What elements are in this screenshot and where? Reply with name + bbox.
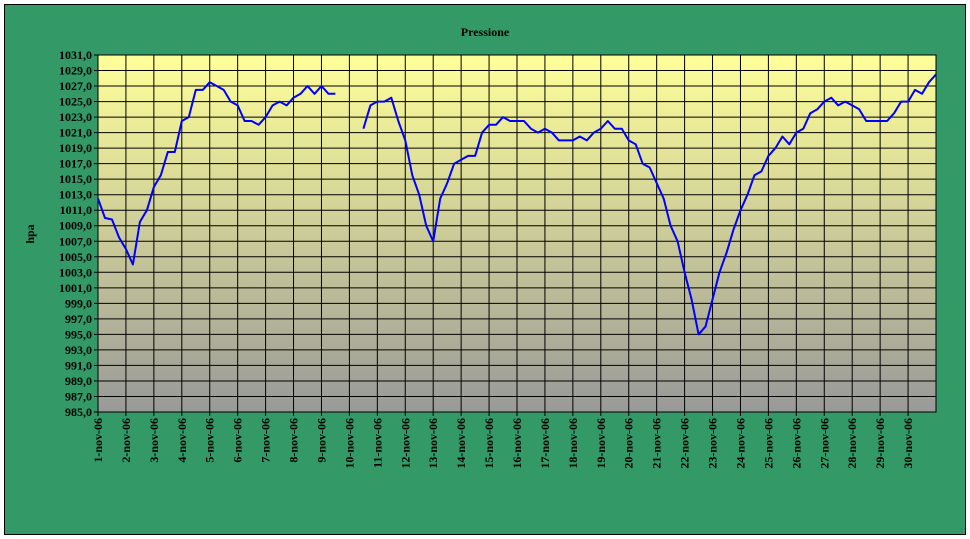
y-tick-label: 1021,0	[59, 126, 92, 140]
x-tick-label: 18-nov-06	[566, 418, 580, 469]
x-tick-label: 20-nov-06	[622, 418, 636, 469]
x-tick-label: 25-nov-06	[761, 418, 775, 469]
x-tick-label: 13-nov-06	[426, 418, 440, 469]
x-tick-label: 26-nov-06	[789, 418, 803, 469]
x-tick-label: 24-nov-06	[733, 418, 747, 469]
y-tick-label: 987,0	[65, 389, 92, 403]
x-tick-label: 16-nov-06	[510, 418, 524, 469]
y-tick-label: 989,0	[65, 374, 92, 388]
x-tick-label: 17-nov-06	[538, 418, 552, 469]
x-tick-label: 12-nov-06	[398, 418, 412, 469]
x-tick-label: 29-nov-06	[873, 418, 887, 469]
x-tick-label: 11-nov-06	[370, 418, 384, 468]
x-tick-label: 14-nov-06	[454, 418, 468, 469]
y-tick-label: 1023,0	[59, 110, 92, 124]
x-tick-label: 9-nov-06	[314, 418, 328, 463]
y-tick-label: 1001,0	[59, 281, 92, 295]
x-tick-label: 30-nov-06	[901, 418, 915, 469]
y-tick-label: 997,0	[65, 312, 92, 326]
y-tick-label: 1031,0	[59, 48, 92, 62]
x-tick-label: 6-nov-06	[231, 418, 245, 463]
chart-title: Pressione	[461, 25, 510, 39]
y-axis-label: hpa	[23, 224, 37, 243]
x-tick-label: 15-nov-06	[482, 418, 496, 469]
data-line	[97, 73, 937, 336]
y-tick-label: 1025,0	[59, 95, 92, 109]
x-tick-label: 4-nov-06	[175, 418, 189, 463]
y-tick-label: 999,0	[65, 296, 92, 310]
y-tick-label: 1003,0	[59, 265, 92, 279]
x-tick-label: 23-nov-06	[706, 418, 720, 469]
y-tick-label: 1013,0	[59, 188, 92, 202]
x-tick-label: 7-nov-06	[259, 418, 273, 463]
y-tick-label: 1005,0	[59, 250, 92, 264]
y-tick-label: 1007,0	[59, 234, 92, 248]
x-tick-label: 28-nov-06	[845, 418, 859, 469]
x-tick-label: 3-nov-06	[147, 418, 161, 463]
y-tick-label: 985,0	[65, 405, 92, 419]
y-tick-label: 1009,0	[59, 219, 92, 233]
x-tick-label: 19-nov-06	[594, 418, 608, 469]
y-tick-label: 993,0	[65, 343, 92, 357]
y-tick-label: 1017,0	[59, 157, 92, 171]
x-tick-label: 5-nov-06	[203, 418, 217, 463]
x-tick-label: 8-nov-06	[287, 418, 301, 463]
x-tick-label: 21-nov-06	[650, 418, 664, 469]
y-tick-label: 1029,0	[59, 64, 92, 78]
y-tick-label: 1011,0	[60, 203, 92, 217]
y-tick-label: 1015,0	[59, 172, 92, 186]
x-tick-label: 2-nov-06	[119, 418, 133, 463]
x-tick-label: 1-nov-06	[91, 418, 105, 463]
x-tick-label: 22-nov-06	[678, 418, 692, 469]
y-tick-label: 1027,0	[59, 79, 92, 93]
y-tick-label: 1019,0	[59, 141, 92, 155]
x-tick-label: 27-nov-06	[817, 418, 831, 469]
y-tick-label: 995,0	[65, 327, 92, 341]
y-tick-label: 991,0	[65, 358, 92, 372]
x-tick-label: 10-nov-06	[342, 418, 356, 469]
